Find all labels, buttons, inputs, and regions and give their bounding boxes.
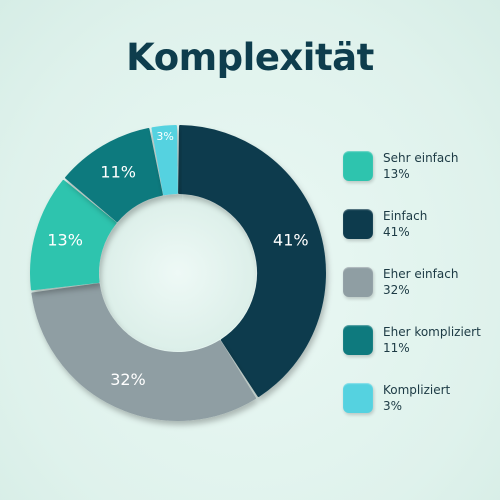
legend-label: Eher einfach: [383, 267, 459, 281]
legend-text: Eher kompliziert 11%: [383, 324, 481, 356]
legend-item-einfach: Einfach 41%: [343, 208, 493, 266]
legend-item-sehr-einfach: Sehr einfach 13%: [343, 150, 493, 208]
legend-text: Sehr einfach 13%: [383, 150, 458, 182]
donut-value-labels: 41% 32% 13% 11% 3%: [47, 130, 308, 389]
value-label-einfach: 41%: [273, 231, 309, 250]
value-label-kompliziert: 3%: [156, 130, 173, 143]
legend-label: Sehr einfach: [383, 151, 459, 165]
donut-hole: [100, 195, 256, 351]
legend-label: Eher kompliziert: [383, 325, 481, 339]
legend-text: Einfach 41%: [383, 208, 427, 240]
value-label-eher-kompliziert: 11%: [100, 162, 136, 181]
legend-text: Eher einfach 32%: [383, 266, 458, 298]
legend-item-eher-einfach: Eher einfach 32%: [343, 266, 493, 324]
legend-text: Kompliziert 3%: [383, 382, 450, 414]
legend-value: 41%: [383, 225, 410, 239]
legend-item-kompliziert: Kompliziert 3%: [343, 382, 493, 440]
slice-eher-kompliziert: [65, 128, 163, 223]
legend-swatch: [343, 383, 373, 413]
value-label-eher-einfach: 32%: [110, 370, 146, 389]
legend-label: Kompliziert: [383, 383, 451, 397]
legend-swatch: [343, 267, 373, 297]
legend-item-eher-kompliziert: Eher kompliziert 11%: [343, 324, 493, 382]
slice-kompliziert: [151, 125, 178, 196]
legend-value: 32%: [383, 283, 410, 297]
slice-einfach: [178, 125, 326, 398]
value-label-sehr-einfach: 13%: [47, 231, 83, 250]
legend-swatch: [343, 151, 373, 181]
chart-legend: Sehr einfach 13% Einfach 41% Eher einfach 32%…: [343, 150, 493, 440]
slice-sehr-einfach: [30, 179, 117, 291]
legend-swatch: [343, 325, 373, 355]
legend-swatch: [343, 209, 373, 239]
legend-value: 3%: [383, 399, 403, 413]
legend-label: Einfach: [383, 209, 428, 223]
slice-eher-einfach: [31, 283, 257, 421]
donut-slices: [30, 125, 326, 421]
legend-value: 13%: [383, 167, 410, 181]
legend-value: 11%: [383, 341, 410, 355]
chart-title: Komplexität: [126, 36, 374, 79]
